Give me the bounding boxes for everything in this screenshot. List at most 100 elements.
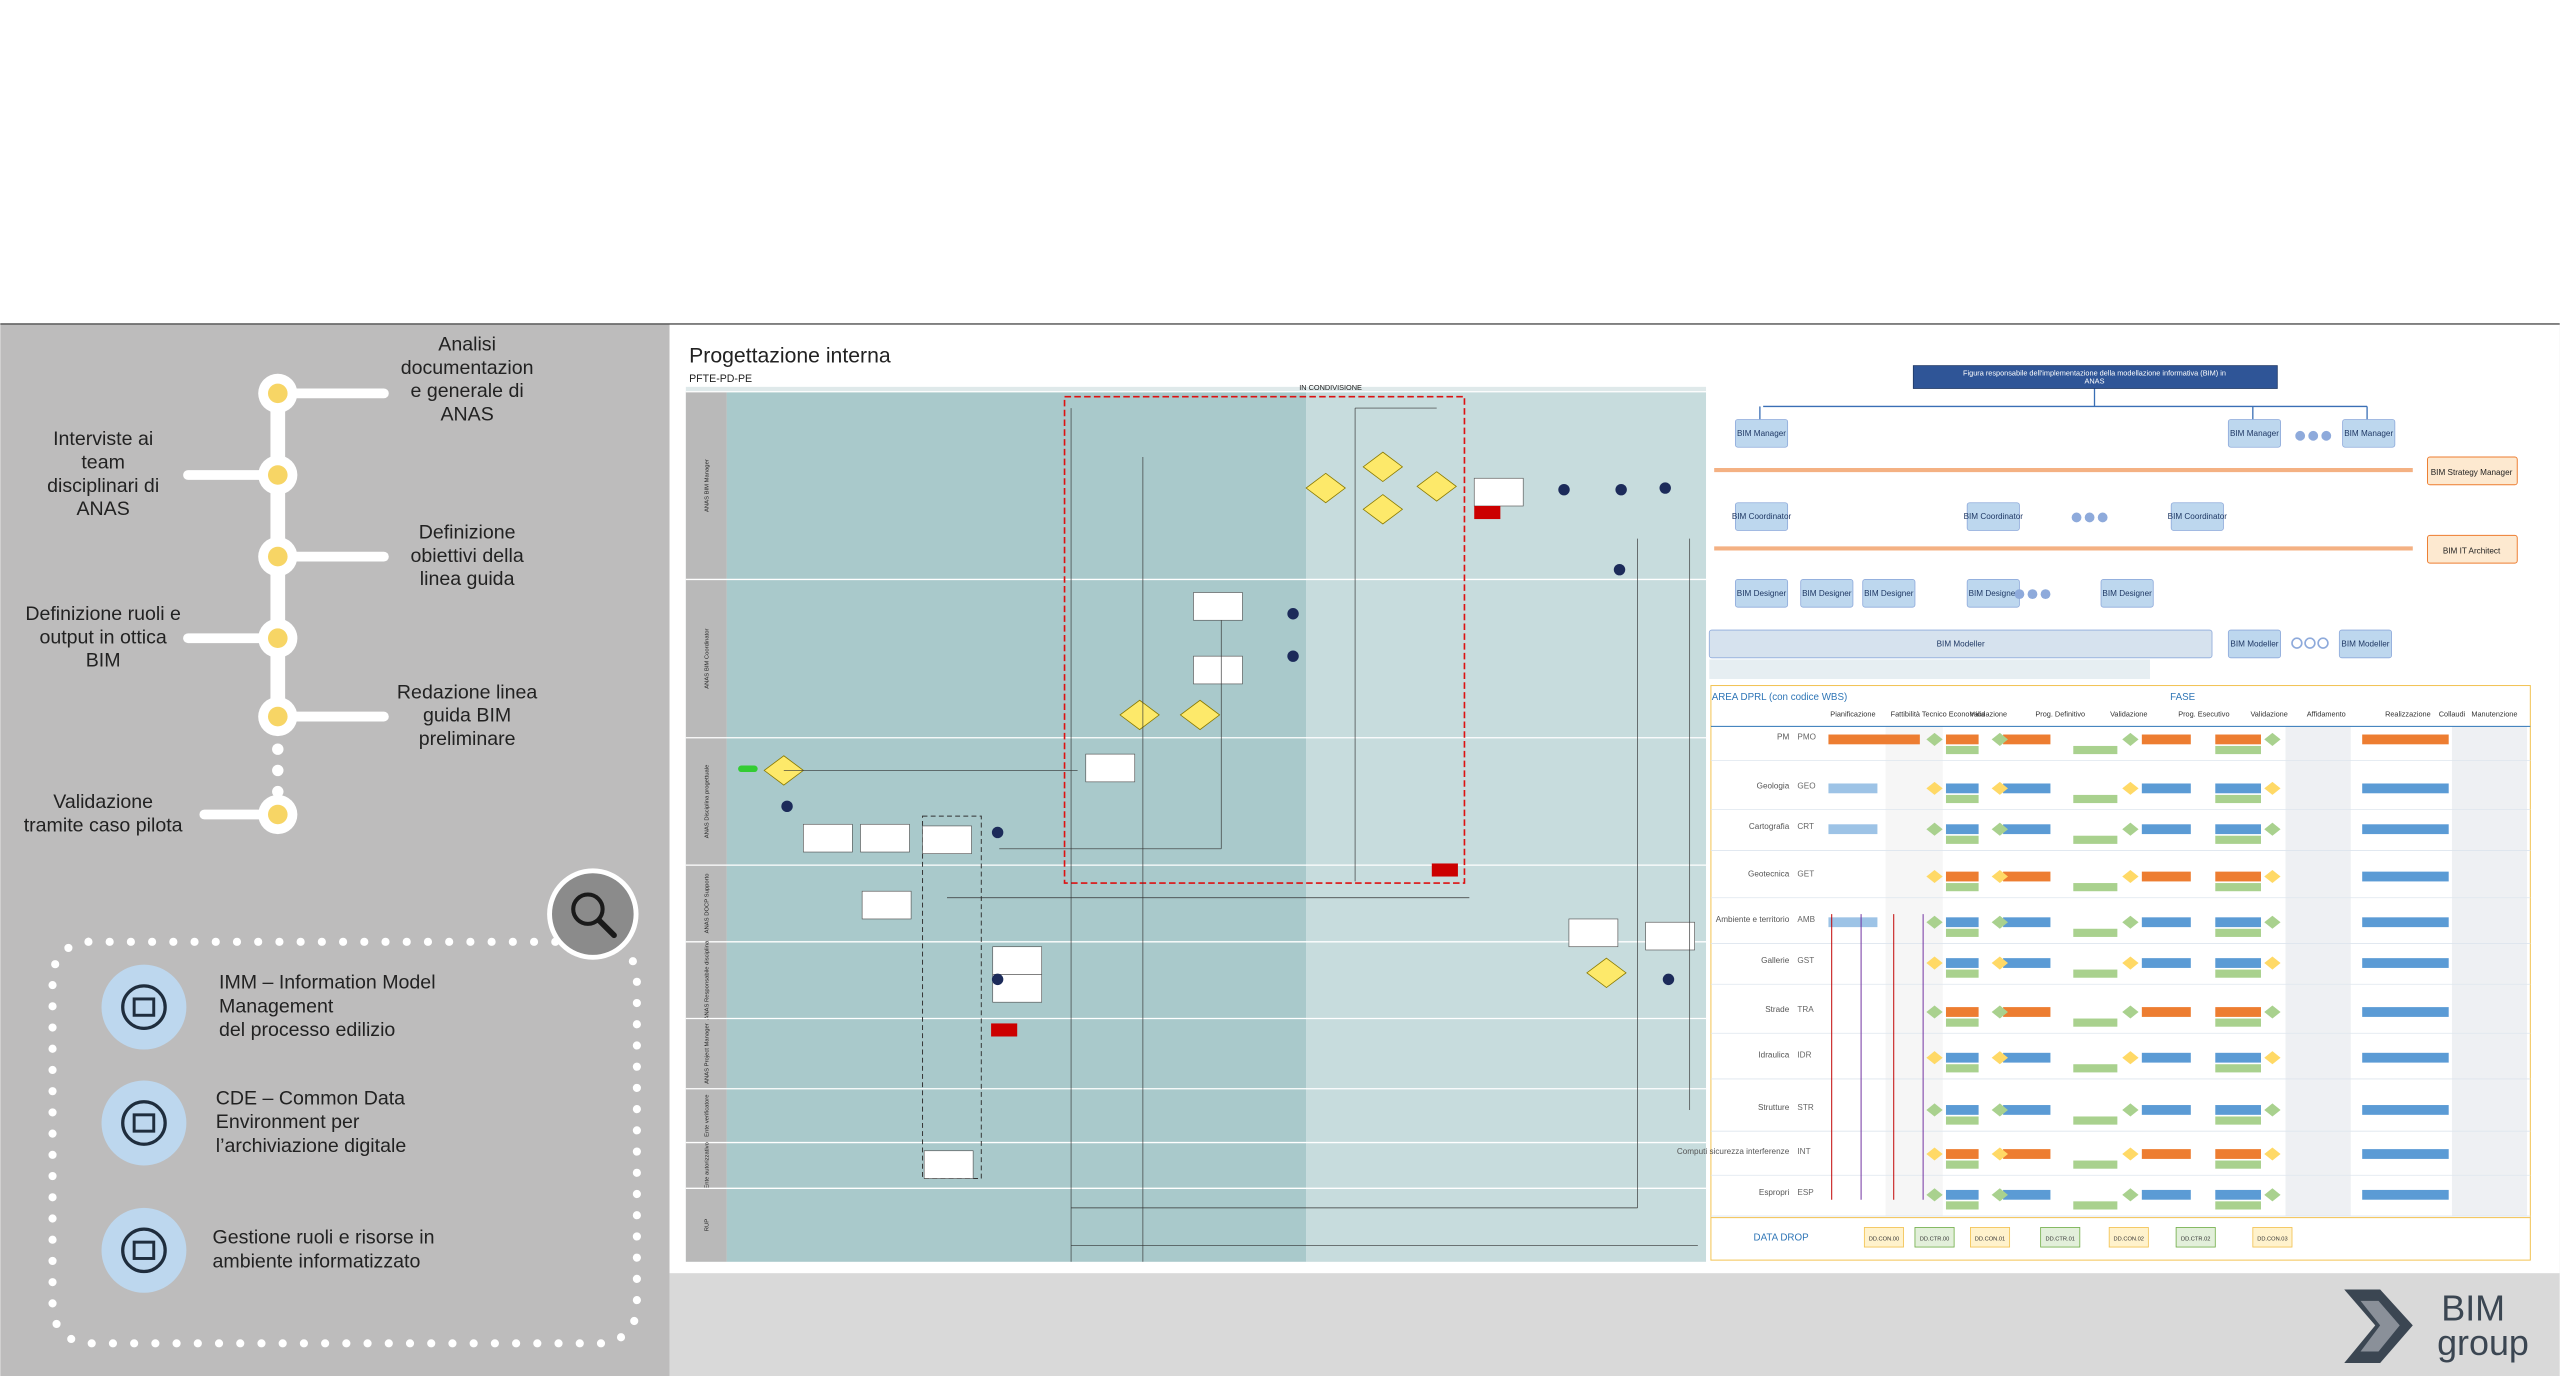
phase-bar <box>2073 1201 2118 1210</box>
phase-bar <box>2141 1149 2191 1159</box>
event <box>991 973 1004 986</box>
phase-bar <box>2362 734 2449 745</box>
phase-bar <box>2141 734 2191 745</box>
phase-bar <box>2141 917 2191 928</box>
phase-bar <box>2215 928 2261 937</box>
bim-manager <box>1734 419 1789 448</box>
task <box>1645 921 1695 951</box>
lane-label: ANAS BIM Coordinator <box>705 628 711 688</box>
column-header: Affidamento <box>2307 710 2346 719</box>
phase-bar <box>2215 871 2261 882</box>
timeline-label: Definizione <box>419 521 516 543</box>
phase-bar <box>1945 883 1979 892</box>
tool-label: Environment per <box>216 1111 360 1133</box>
event <box>1287 650 1299 662</box>
column-header: Pianificazione <box>1830 710 1875 719</box>
start-event <box>738 765 758 773</box>
task <box>992 946 1043 975</box>
milestone <box>2264 1147 2281 1161</box>
drop-box <box>2040 1227 2081 1248</box>
gateway <box>1416 471 1457 502</box>
phase-bar <box>1945 1105 1979 1115</box>
timeline-label: team <box>81 451 125 473</box>
lane-label: ANAS DOCP Supporto <box>705 873 711 934</box>
bim-manager-label: BIM Manager <box>2230 429 2279 438</box>
timeline-node-core <box>267 465 288 485</box>
drop-label: DD.CTR.00 <box>1920 1237 1949 1243</box>
drop-box <box>2108 1227 2149 1248</box>
phase-bar <box>2215 835 2261 844</box>
lane-label: RUP <box>705 1219 711 1231</box>
row-code: GST <box>1797 956 1814 965</box>
milestone <box>1926 1147 1943 1161</box>
data-drop-label: DATA DROP <box>1754 1233 1810 1244</box>
timeline-label: disciplinari di <box>47 475 159 497</box>
logo-text: BIM <box>2441 1289 2505 1329</box>
event <box>781 800 793 813</box>
milestone <box>1926 915 1943 929</box>
phase-bar <box>1945 969 1979 978</box>
timeline-node-core <box>267 383 288 404</box>
phase-bar <box>2073 794 2118 804</box>
drop-box <box>1863 1227 1904 1248</box>
tool-icon <box>101 1080 187 1166</box>
phase-bar <box>1945 1201 1979 1210</box>
phase-bar <box>2141 1189 2191 1200</box>
phase-bar <box>2141 1007 2191 1017</box>
task <box>923 1150 974 1179</box>
org-title: ANAS <box>2085 377 2105 386</box>
bim-manager <box>2227 419 2281 448</box>
bim-designer <box>2100 579 2154 608</box>
phase-bar <box>2215 1007 2261 1017</box>
drop-label: DD.CON.01 <box>1975 1237 2005 1243</box>
row-name: Gallerie <box>1761 956 1790 965</box>
top-area <box>0 0 2560 324</box>
phase-header: FASE <box>2170 692 2195 703</box>
timeline-label: documentazion <box>401 357 534 379</box>
phase-bar <box>1945 835 1979 844</box>
row-code: AMB <box>1797 915 1815 924</box>
phase-bar <box>1828 917 1878 928</box>
timeline-label: preliminare <box>419 728 516 750</box>
phase-bar <box>2215 1105 2261 1115</box>
row-name: Geotecnica <box>1748 870 1790 879</box>
phase-bar <box>2003 1149 2051 1159</box>
bim-designer-label: BIM Designer <box>1864 589 1914 598</box>
gateway <box>1119 699 1160 731</box>
logo-mark <box>2344 1289 2413 1363</box>
more-dots <box>2097 512 2108 523</box>
task <box>922 825 972 855</box>
search-icon <box>571 892 605 926</box>
phase-bar <box>1828 824 1878 835</box>
phase-bar <box>2003 871 2051 882</box>
milestone <box>1926 1103 1943 1117</box>
phase-bar <box>1945 824 1979 835</box>
bim-designer-label: BIM Designer <box>2102 589 2152 598</box>
lane-label: Ente verificatore <box>705 1094 711 1136</box>
phase-bar <box>1945 745 1979 755</box>
subprocess-frame <box>1063 395 1466 884</box>
milestone <box>1926 781 1943 795</box>
task <box>1568 918 1619 948</box>
timeline-dot <box>272 785 284 798</box>
tool-icon-glyph <box>132 1113 156 1133</box>
phase-bar <box>2073 835 2118 844</box>
side-role <box>2426 534 2518 564</box>
phase-bar <box>1945 917 1979 928</box>
row-code: ESP <box>1797 1188 1814 1197</box>
phase-bar <box>2073 1160 2118 1169</box>
row-name: Strutture <box>1758 1103 1790 1112</box>
more-dots <box>2304 637 2316 649</box>
tool-label: Gestione ruoli e risorse in <box>212 1227 434 1249</box>
row-code: CRT <box>1797 822 1814 831</box>
phase-bar <box>1945 1064 1979 1073</box>
tool-icon-glyph <box>121 1100 167 1146</box>
gateway <box>1362 451 1404 483</box>
timeline-label: linea guida <box>420 568 515 590</box>
task <box>803 823 853 853</box>
gateway <box>1586 957 1627 989</box>
area-header: AREA DPRL (con codice WBS) <box>1712 692 1848 703</box>
phase-bar <box>2215 958 2261 968</box>
phase-bar <box>2215 734 2261 745</box>
